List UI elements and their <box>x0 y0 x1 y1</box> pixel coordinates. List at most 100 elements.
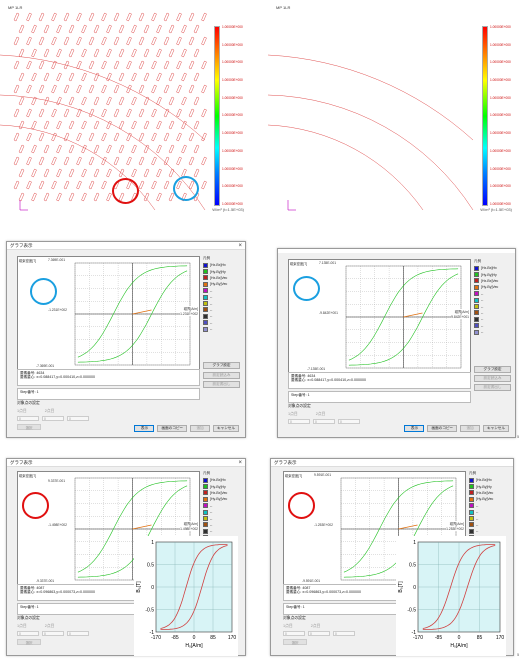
load-settings-button[interactable]: 設定読込み <box>203 372 240 379</box>
legend-swatch <box>203 262 208 268</box>
add-button[interactable]: 追加 <box>190 425 211 432</box>
point-2-radio[interactable]: 2点目 <box>310 624 321 628</box>
y-max-label: 9.337E-001 <box>48 479 66 483</box>
vector-line <box>132 309 152 315</box>
cancel-button[interactable]: キャンセル <box>213 425 239 432</box>
point-1-radio[interactable]: 1点目 <box>17 624 27 628</box>
dialog-title: グラフ表示 <box>274 459 297 465</box>
field-arrow <box>18 96 25 106</box>
legend-item: -- <box>474 291 512 297</box>
field-arrow <box>26 108 32 118</box>
coord-field-2[interactable]: 0 <box>308 631 330 636</box>
field-arrow <box>38 36 45 46</box>
legend-item: [Hx-Bx]Vec <box>203 275 241 281</box>
legend-swatch <box>474 297 479 303</box>
field-arrow <box>163 180 170 190</box>
save-settings-button[interactable]: 設定書出し <box>203 381 240 388</box>
legend-swatch <box>474 310 479 316</box>
x-min-label: -1.253E+002 <box>314 523 333 527</box>
select-button[interactable]: 選択 <box>283 639 307 645</box>
x-axis-label: 磁界[A/m] <box>449 521 464 526</box>
legend-label: -- <box>210 307 213 312</box>
legend-label: -- <box>210 522 213 527</box>
bh-curve-descending <box>77 485 188 578</box>
display-button[interactable]: 表示 <box>134 425 155 432</box>
bh-plot: 磁束密度[T] 7.135E-001 -7.135E-001 -9.842E+0… <box>288 259 471 373</box>
field-arrow <box>43 144 50 154</box>
display-button[interactable]: 表示 <box>404 425 425 432</box>
coord-field-1[interactable]: 0 <box>17 416 39 421</box>
legend-label: -- <box>476 516 479 521</box>
coord-field-3[interactable]: 0 <box>67 631 89 636</box>
field-arrow <box>76 84 82 94</box>
field-arrow <box>101 12 107 22</box>
point-1-radio[interactable]: 1点目 <box>17 409 27 413</box>
field-arrow <box>193 120 200 130</box>
y-axis-label: B₀[T] <box>398 581 404 593</box>
field-arrow <box>143 168 150 178</box>
point-1-radio[interactable]: 1点目 <box>288 412 298 416</box>
coord-field-3[interactable]: 0 <box>338 419 360 424</box>
coord-field-3[interactable]: 0 <box>333 631 355 636</box>
element-number: 要素番号: 4087 <box>20 586 45 590</box>
point-2-radio[interactable]: 2点目 <box>44 409 55 413</box>
coord-field-2[interactable]: 0 <box>42 416 64 421</box>
x-tick-label: -170 <box>413 635 423 641</box>
graph-settings-button[interactable]: グラフ設定 <box>203 362 240 369</box>
field-arrow <box>138 180 145 190</box>
legend-label: [Hx-Bx]Vec <box>210 275 228 280</box>
legend-label: [Hy-By]Vec <box>210 282 228 287</box>
legend-item: [Hy-By]Vec <box>203 281 241 287</box>
legend-swatch <box>203 313 208 319</box>
select-button[interactable]: 選択 <box>17 424 41 430</box>
field-arrow <box>68 96 75 106</box>
legend-item: -- <box>203 515 241 522</box>
field-arrow <box>13 60 20 70</box>
coord-field-3[interactable]: 0 <box>67 416 89 421</box>
point-1-radio[interactable]: 1点目 <box>283 624 293 628</box>
point-2-radio[interactable]: 2点目 <box>44 624 55 628</box>
y-min-label: -7.369E-001 <box>36 364 55 368</box>
field-arrow <box>56 192 62 202</box>
field-arrow <box>131 72 137 82</box>
close-icon[interactable]: × <box>238 459 242 466</box>
legend-label: [Hx-Bx]Vec <box>481 278 499 283</box>
x-max-label: 9.842E+001 <box>451 315 469 319</box>
field-arrow <box>193 48 200 58</box>
field-arrow <box>63 180 70 190</box>
graph-dialog: グラフ表示 × 磁束密度[T] 7.369E-001 -7.369E-001 -… <box>6 241 246 438</box>
point-2-radio[interactable]: 2点目 <box>315 412 326 416</box>
x-tick-label: -170 <box>151 635 161 641</box>
legend-item: -- <box>203 307 241 313</box>
field-arrow <box>38 132 45 142</box>
field-arrow <box>201 132 207 142</box>
select-button[interactable]: 選択 <box>17 639 41 645</box>
copy-screen-button[interactable]: 画面のコピー <box>427 425 458 432</box>
save-settings-button[interactable]: 設定書出し <box>474 384 511 391</box>
legend-swatch <box>469 528 474 534</box>
close-icon[interactable]: × <box>238 242 242 249</box>
copy-screen-button[interactable]: 画面のコピー <box>157 425 188 432</box>
field-arrow <box>113 156 120 166</box>
legend-swatch <box>203 275 208 281</box>
legend-item: -- <box>469 509 507 515</box>
coord-field-2[interactable]: 0 <box>313 419 335 424</box>
add-button[interactable]: 追加 <box>460 425 481 432</box>
field-arrow <box>138 36 145 46</box>
coord-field-1[interactable]: 0 <box>17 631 39 636</box>
load-settings-button[interactable]: 設定読込み <box>474 375 511 382</box>
field-arrow <box>51 84 57 94</box>
legend-swatch <box>474 316 479 322</box>
field-arrow <box>31 72 37 82</box>
coord-field-1[interactable]: 0 <box>283 631 305 636</box>
legend-swatch <box>203 281 208 287</box>
field-arrow <box>156 192 162 202</box>
field-arrow <box>51 180 57 190</box>
graph-settings-button[interactable]: グラフ設定 <box>474 366 511 373</box>
coord-field-2[interactable]: 0 <box>42 631 64 636</box>
coord-field-1[interactable]: 0 <box>288 419 310 424</box>
cancel-button[interactable]: キャンセル <box>483 425 509 432</box>
y-tick-label: 1 <box>151 540 154 546</box>
color-scale-ticks: 1.00000E+000 1.00000E+000 1.00000E+000 1.00… <box>222 25 243 206</box>
